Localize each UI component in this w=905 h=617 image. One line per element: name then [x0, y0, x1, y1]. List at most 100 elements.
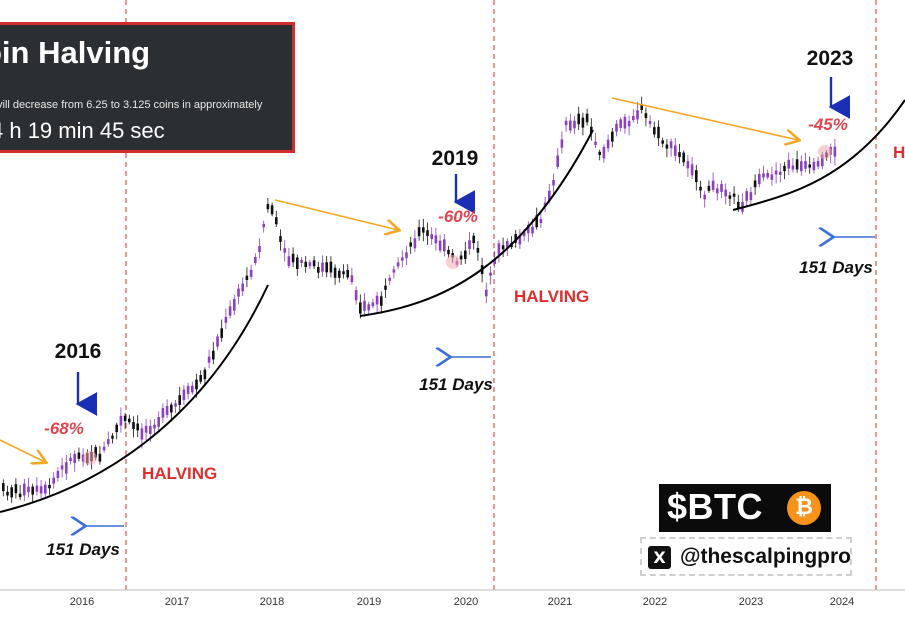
candle-body [485, 289, 488, 297]
candle-187 [787, 152, 790, 176]
candle-body [333, 267, 337, 278]
candle-body [304, 261, 307, 268]
candle-51 [216, 333, 219, 351]
candle-113 [476, 240, 480, 261]
candle-body [174, 403, 177, 407]
candle-176 [741, 193, 744, 215]
candle-body [245, 275, 249, 280]
candle-body [44, 484, 47, 494]
candle-body [23, 483, 26, 496]
candle-93 [392, 265, 396, 279]
halving-label-2: HALVING [514, 287, 589, 306]
candle-52 [220, 319, 223, 342]
candle-body [140, 428, 144, 440]
handle-text[interactable]: @thescalpingpro [680, 545, 851, 568]
candle-77 [325, 255, 328, 278]
candle-body [548, 190, 551, 201]
candle-body [77, 452, 81, 459]
candle-151 [636, 101, 639, 124]
candle-105 [443, 234, 446, 257]
candle-55 [233, 294, 236, 316]
candle-body [392, 269, 396, 273]
candle-79 [333, 264, 337, 285]
candle-body [321, 262, 324, 272]
candle-body [518, 236, 522, 245]
candle-186 [783, 162, 786, 180]
candle-body [737, 201, 740, 209]
candle-body [690, 164, 694, 176]
candle-body [275, 217, 278, 225]
candle-112 [472, 232, 475, 250]
candle-body [833, 146, 837, 157]
candle-body [31, 486, 34, 495]
candle-body [18, 493, 22, 498]
candle-body [10, 487, 13, 498]
candle-56 [237, 283, 240, 305]
candle-159 [669, 138, 673, 157]
candle-body [123, 415, 127, 422]
candle-54 [228, 300, 232, 319]
candle-60 [254, 253, 257, 266]
candle-body [443, 239, 446, 252]
candle-162 [682, 150, 685, 167]
candle-141 [594, 132, 597, 149]
candle-body [489, 272, 492, 276]
candle-15 [65, 454, 68, 481]
candle-body [191, 385, 194, 393]
candle-body [409, 242, 412, 247]
candle-136 [573, 115, 576, 135]
candle-177 [745, 188, 748, 207]
candle-body [186, 385, 190, 394]
candle-110 [464, 241, 467, 264]
candle-131 [552, 173, 555, 195]
drawdown-label-2019: -60% [438, 207, 478, 226]
candle-153 [644, 107, 648, 127]
drawdown-label-2016: -68% [44, 419, 84, 438]
candle-body [661, 140, 664, 144]
candle-185 [779, 163, 782, 183]
x-tick-label-2016: 2016 [70, 596, 94, 608]
x-logo-icon: X [648, 546, 671, 569]
candle-body [396, 262, 400, 267]
author-handle[interactable]: X @thescalpingpro [640, 537, 852, 576]
candle-161 [678, 143, 681, 164]
candle-body [312, 260, 316, 267]
candle-194 [816, 156, 820, 170]
candle-150 [632, 109, 635, 123]
candle-164 [690, 156, 694, 179]
candle-body [170, 404, 173, 413]
candle-38 [161, 403, 165, 423]
candle-66 [279, 229, 282, 251]
support-curve-2023 [732, 99, 905, 211]
candle-61 [258, 238, 261, 259]
candle-89 [375, 292, 379, 314]
candle-13 [56, 467, 60, 482]
candle-58 [245, 267, 249, 288]
candle-body [102, 446, 106, 451]
candle-body [791, 165, 795, 170]
candle-body [611, 131, 614, 142]
candle-body [430, 234, 433, 240]
candle-37 [157, 411, 160, 432]
candle-body [438, 240, 442, 251]
candle-body [459, 255, 463, 260]
candle-145 [611, 127, 614, 148]
candle-7 [31, 483, 34, 503]
candle-128 [539, 212, 543, 229]
candle-body [329, 261, 333, 273]
candle-body [665, 144, 669, 149]
candle-84 [354, 286, 358, 305]
bottom-marker-2019 [446, 255, 460, 269]
candle-body [65, 462, 68, 474]
candle-70 [296, 254, 299, 276]
candle-body [808, 164, 811, 168]
candle-body [522, 232, 526, 237]
candle-98 [413, 230, 417, 252]
candle-25 [107, 431, 110, 448]
candle-body [569, 120, 572, 131]
candle-body [258, 245, 261, 253]
candle-44 [186, 382, 190, 400]
candle-170 [716, 183, 719, 201]
candle-body [552, 180, 555, 186]
candle-28 [119, 407, 123, 433]
